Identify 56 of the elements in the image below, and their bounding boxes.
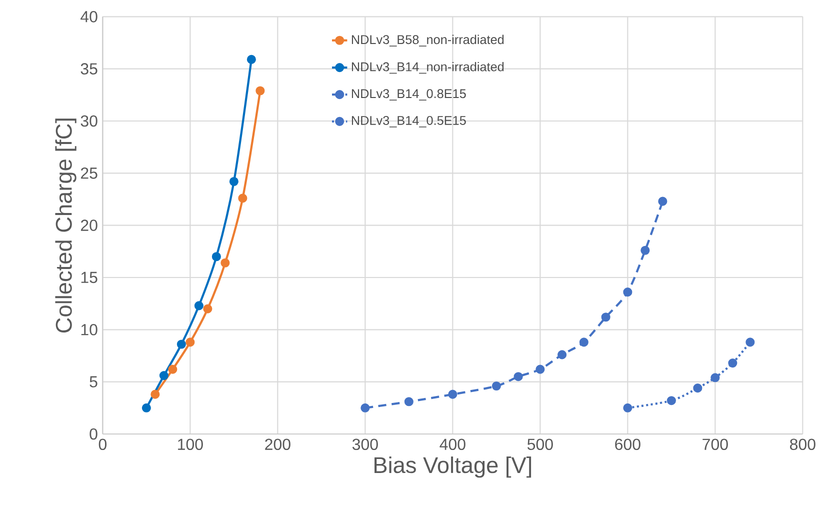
y-tick-label: 15 (81, 272, 98, 284)
x-tick-label: 100 (178, 438, 203, 450)
point (448, 390, 458, 399)
y-tick-label: 0 (90, 428, 98, 440)
point (168, 364, 178, 374)
point (579, 338, 588, 347)
point (159, 371, 168, 380)
point (658, 196, 668, 206)
point (229, 176, 238, 186)
x-tick-label: 200 (265, 438, 290, 450)
point (360, 403, 370, 412)
point (710, 373, 720, 382)
point (404, 397, 414, 406)
point (238, 194, 248, 203)
x-tick-label: 300 (352, 438, 378, 450)
point (203, 304, 212, 314)
point (514, 372, 523, 382)
y-tick-label: 35 (80, 63, 98, 74)
y-tick-label: 10 (81, 324, 98, 336)
y-tick-label: 20 (80, 220, 98, 231)
point (220, 258, 230, 268)
point (623, 403, 632, 412)
point (186, 338, 195, 347)
point (246, 54, 256, 64)
point (601, 312, 610, 322)
point (693, 384, 702, 393)
x-tick-label: 0 (98, 438, 107, 450)
x-tick-label: 600 (615, 438, 640, 450)
point (492, 381, 501, 391)
x-tick-label: 500 (527, 438, 553, 450)
point (142, 403, 151, 412)
point (194, 301, 204, 310)
point (536, 364, 545, 374)
point (176, 340, 186, 349)
point (746, 338, 755, 347)
x-tick-label: 400 (440, 438, 466, 450)
legend-label: NDLv3_B14_non-irradiated (352, 62, 504, 74)
y-tick-label: 25 (80, 168, 98, 179)
point (256, 86, 265, 96)
y-tick-label: 30 (80, 115, 98, 127)
point (150, 390, 160, 399)
x-tick-label: 800 (790, 438, 816, 450)
point (212, 252, 221, 262)
legend-label: NDLv3_B14_0.8E15 (352, 89, 466, 100)
point (728, 358, 738, 368)
legend-label: NDLv3_B14_0.5E15 (352, 116, 466, 128)
point (640, 246, 650, 255)
y-tick-label: 40 (80, 11, 98, 22)
x-axis-title: Bias Voltage [V] (374, 456, 532, 478)
y-axis-title: Collected Charge [fC] (55, 118, 76, 333)
legend-label: NDLv3_B58_non-irradiated (352, 34, 504, 46)
x-tick-label: 700 (702, 438, 728, 450)
y-tick-label: 5 (90, 376, 98, 388)
point (623, 288, 632, 297)
point (558, 350, 567, 360)
point (666, 396, 676, 406)
